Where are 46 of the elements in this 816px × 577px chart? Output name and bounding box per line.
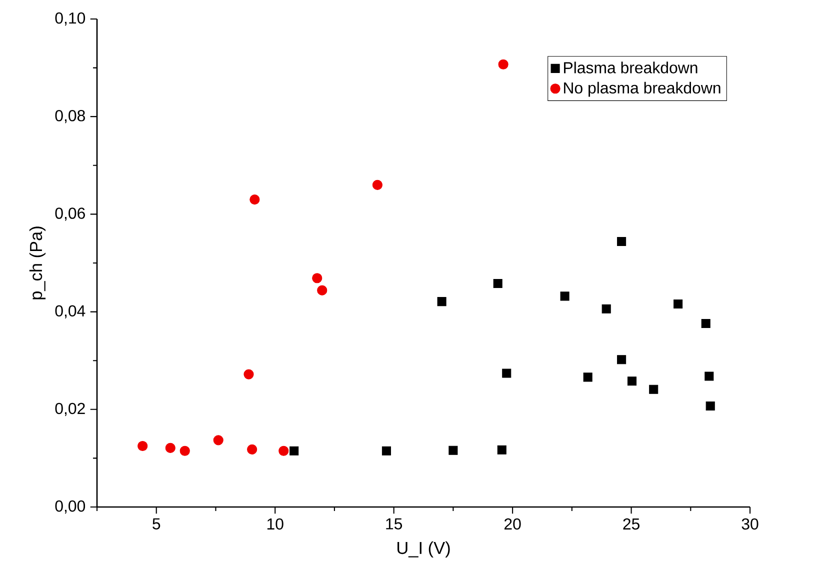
point	[138, 440, 148, 452]
point	[560, 292, 570, 301]
point	[502, 368, 512, 378]
y-tick-label: 0,10	[55, 12, 86, 26]
y-tick-label: 0,00	[55, 500, 86, 514]
point	[602, 304, 611, 314]
point	[627, 376, 637, 386]
y-tick-label: 0,02	[55, 402, 85, 416]
point	[704, 372, 714, 381]
point	[278, 446, 289, 456]
y-tick-label: 0,06	[55, 208, 85, 221]
point	[617, 355, 626, 364]
point	[497, 445, 506, 454]
legend-label: Plasma breakdown	[564, 62, 698, 74]
point	[674, 299, 683, 309]
point	[244, 369, 254, 380]
x-tick-label: 10	[267, 518, 284, 530]
point	[706, 401, 715, 410]
legend-label: No plasma breakdown	[564, 82, 720, 97]
point	[437, 297, 446, 306]
point	[247, 444, 258, 454]
point	[493, 278, 502, 288]
point	[649, 384, 658, 394]
x-tick-label: 20	[504, 518, 521, 530]
x-axis-title: U_I (V)	[397, 541, 450, 558]
point	[701, 318, 710, 328]
point	[498, 59, 508, 70]
point	[180, 446, 190, 456]
point	[617, 237, 626, 246]
x-tick-label: 5	[152, 518, 160, 530]
y-tick-label: 0,04	[55, 305, 86, 318]
point	[583, 372, 592, 382]
y-tick-label: 0,08	[55, 110, 85, 124]
point	[290, 446, 299, 456]
point	[250, 194, 260, 205]
x-tick-label: 25	[623, 518, 640, 530]
point	[165, 442, 176, 453]
point	[448, 446, 458, 455]
x-tick-label: 15	[386, 518, 402, 530]
x-tick-label: 30	[742, 518, 758, 530]
point	[312, 273, 322, 284]
y-axis-title: p_ch (Pa)	[29, 226, 46, 300]
point	[213, 435, 224, 446]
point	[317, 285, 328, 296]
point	[372, 180, 382, 190]
point	[382, 446, 391, 456]
